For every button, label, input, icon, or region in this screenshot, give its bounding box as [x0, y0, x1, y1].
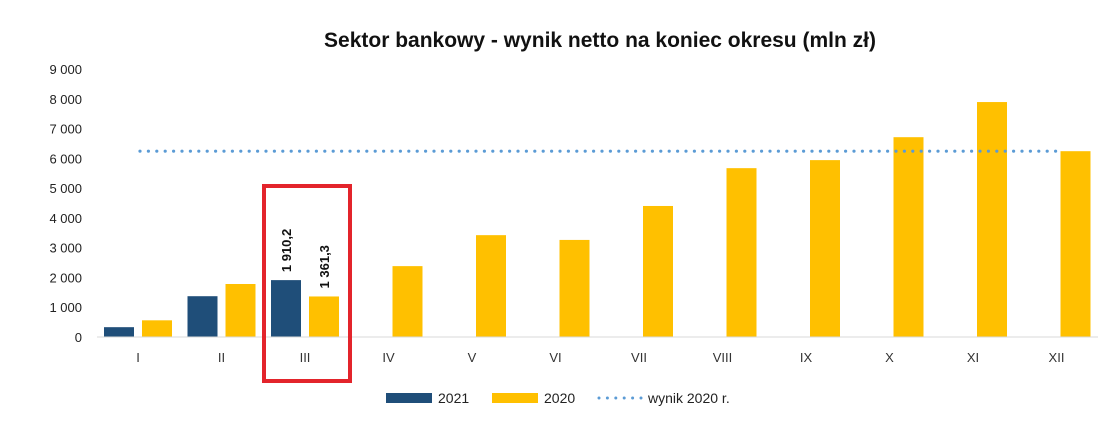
chart-title: Sektor bankowy - wynik netto na koniec o… [324, 29, 876, 52]
x-tick-label: XII [1049, 350, 1065, 365]
bar-2021-III [271, 280, 301, 337]
legend: 2021 2020 wynik 2020 r. [386, 390, 730, 406]
bar-2020-I [142, 320, 172, 337]
y-tick-label: 2 000 [49, 270, 82, 285]
bar-2020-VIII [726, 168, 757, 337]
data-label: 1 910,2 [279, 229, 294, 272]
y-tick-label: 1 000 [49, 300, 82, 315]
x-tick-label: IX [800, 350, 813, 365]
legend-label-2021: 2021 [438, 390, 469, 406]
bar-2020-VI [559, 239, 590, 337]
bar-2020-X [893, 137, 924, 337]
y-tick-label: 4 000 [49, 211, 82, 226]
y-tick-label: 8 000 [49, 92, 82, 107]
x-tick-label: IV [382, 350, 395, 365]
x-tick-label: VIII [713, 350, 733, 365]
bar-2020-V [476, 235, 506, 337]
y-axis: 0 1 000 2 000 3 000 4 000 5 000 6 000 7 000 8 00… [49, 62, 82, 345]
bar-2020-XII [1060, 151, 1091, 337]
legend-swatch-2021 [386, 393, 432, 403]
bar-2020-III [309, 296, 339, 337]
legend-label-2020: 2020 [544, 390, 575, 406]
x-tick-label: V [468, 350, 477, 365]
y-tick-label: 6 000 [49, 151, 82, 166]
highlight-box [262, 184, 352, 383]
bar-2020-II [225, 283, 256, 337]
x-axis: I II III IV V VI VII VIII IX X XI XII [97, 336, 1098, 365]
y-tick-label: 5 000 [49, 181, 82, 196]
x-tick-label: III [300, 350, 311, 365]
y-tick-label: 9 000 [49, 62, 82, 77]
y-tick-label: 0 [75, 330, 82, 345]
data-label: 1 361,3 [317, 245, 332, 288]
bar-2020-VII [643, 205, 673, 337]
bars [104, 102, 1091, 337]
x-tick-label: I [136, 350, 140, 365]
bar-2021-II [187, 296, 218, 337]
legend-label-reference: wynik 2020 r. [647, 390, 730, 406]
bar-2020-XI [977, 102, 1007, 337]
x-tick-label: VI [549, 350, 561, 365]
data-labels: 1 910,2 1 361,3 [279, 229, 332, 289]
highlight-box-III [262, 184, 352, 383]
x-tick-label: VII [631, 350, 647, 365]
y-tick-label: 7 000 [49, 122, 82, 137]
y-tick-label: 3 000 [49, 241, 82, 256]
legend-swatch-2020 [492, 393, 538, 403]
x-tick-label: II [218, 350, 225, 365]
x-tick-label: X [885, 350, 894, 365]
bar-2020-IV [392, 266, 423, 337]
bar-2021-I [104, 327, 134, 337]
bar-2020-IX [810, 160, 840, 337]
x-tick-label: XI [967, 350, 979, 365]
